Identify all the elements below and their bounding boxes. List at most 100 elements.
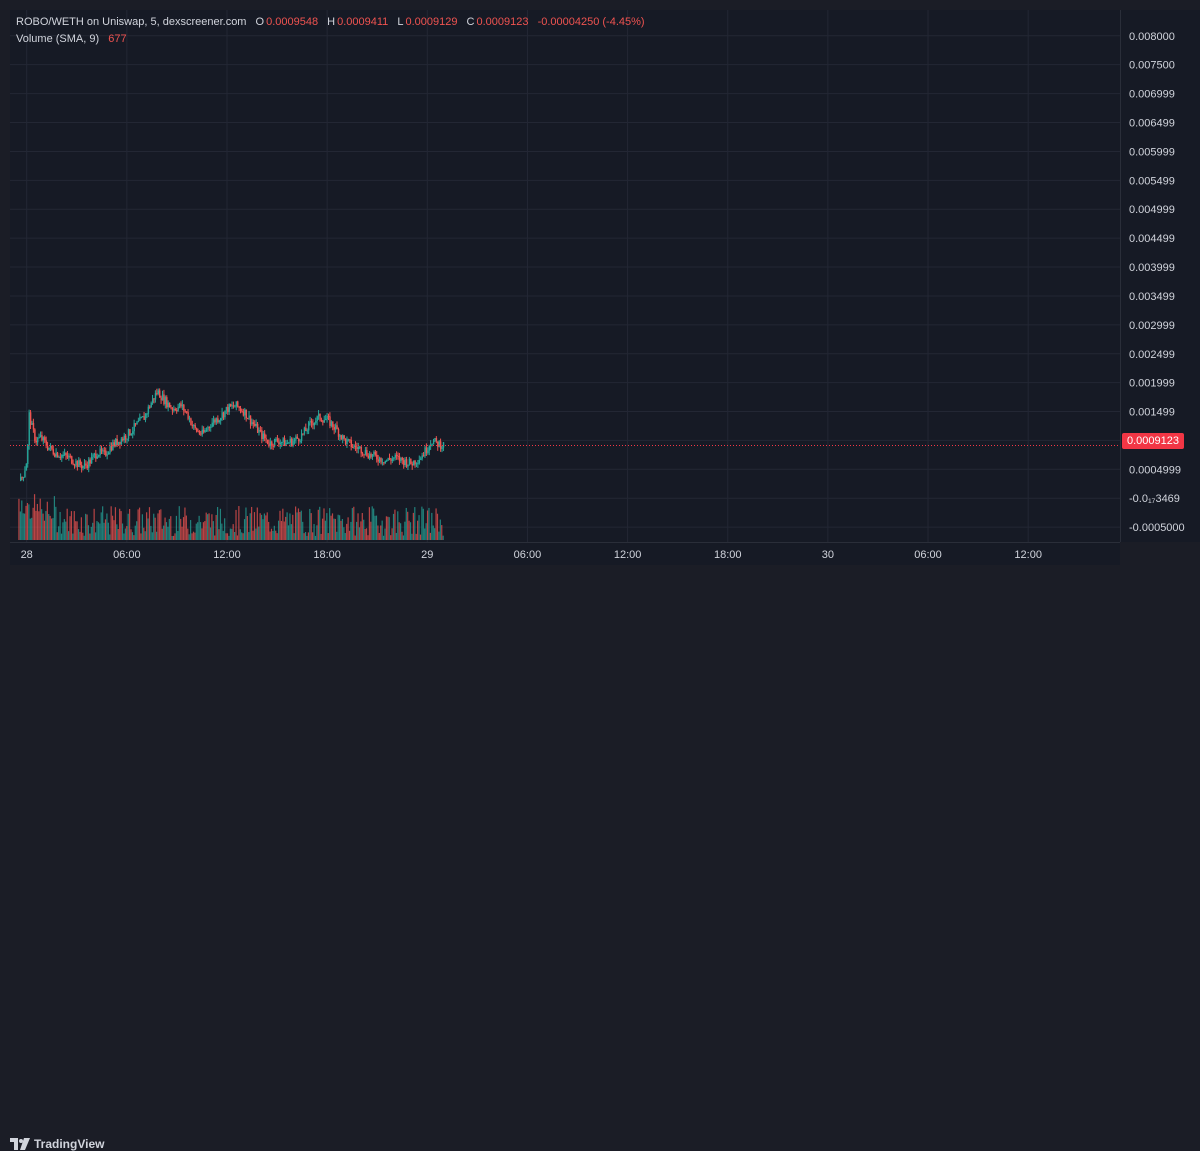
volume-bar <box>231 528 233 540</box>
volume-bar <box>408 520 410 540</box>
candle-body <box>411 463 414 466</box>
candle-body <box>357 447 360 450</box>
volume-bar <box>215 514 217 540</box>
candle-body <box>266 439 269 444</box>
volume-bar <box>338 515 341 540</box>
volume-bar <box>36 503 38 540</box>
volume-bar <box>110 506 112 540</box>
volume-bar <box>197 522 199 540</box>
volume-bar <box>103 522 105 540</box>
candle-body <box>312 423 314 426</box>
candle-body <box>44 437 46 441</box>
candle-body <box>198 431 201 434</box>
price-chart-svg[interactable] <box>10 10 1120 542</box>
candle-body <box>377 459 379 462</box>
close-value: 0.0009123 <box>476 16 529 28</box>
volume-bar <box>48 514 50 540</box>
price-tick-label: 0.002499 <box>1129 349 1175 361</box>
volume-bar <box>224 518 226 540</box>
volume-bar <box>205 512 207 540</box>
volume-bar <box>170 516 172 540</box>
volume-bar <box>401 531 403 540</box>
candle-body <box>408 458 411 465</box>
candle-body <box>72 463 74 465</box>
price-tick-label: 0.002999 <box>1129 320 1175 332</box>
candle-body <box>350 440 352 448</box>
candle-body <box>134 423 137 425</box>
footer-bar: TradingView <box>0 566 1200 1151</box>
volume-bar <box>402 535 405 540</box>
candle-body <box>193 425 195 427</box>
candle-body <box>320 419 323 422</box>
volume-bar <box>24 513 26 540</box>
volume-bar <box>180 518 182 540</box>
candle-body <box>69 455 72 457</box>
open-label: O <box>255 16 265 28</box>
candle-body <box>352 447 354 449</box>
candle-body <box>212 419 215 423</box>
volume-bar <box>172 535 175 540</box>
change-value: -0.00004250 (-4.45%) <box>537 16 645 28</box>
volume-bar <box>400 523 402 540</box>
volume-bar <box>333 518 335 540</box>
volume-bar <box>432 525 434 540</box>
candle-body <box>317 413 320 417</box>
high-value: 0.0009411 <box>337 16 389 28</box>
candle-body <box>100 448 103 452</box>
volume-bar <box>87 525 90 540</box>
volume-bar <box>59 511 61 540</box>
candle-body <box>356 447 358 450</box>
volume-bar <box>43 520 46 540</box>
volume-bar <box>287 525 290 540</box>
candle-body <box>391 458 394 461</box>
candle-body <box>245 409 248 419</box>
volume-bar <box>438 531 440 540</box>
candle-body <box>51 445 53 450</box>
candle-body <box>295 436 297 440</box>
candle-body <box>181 404 184 407</box>
volume-bar <box>202 522 204 540</box>
candle-body <box>417 463 419 465</box>
price-axis[interactable]: 0.008000 0.007500 0.006999 0.006499 0.005999… <box>1120 10 1200 542</box>
volume-bar <box>188 534 190 540</box>
time-axis[interactable]: 28 06:00 12:00 18:00 29 06:00 12:00 18:00 30 06:0… <box>10 542 1120 565</box>
price-chart-pane[interactable] <box>10 10 1120 542</box>
symbol-title[interactable]: ROBO/WETH on Uniswap, 5, dexscreener.com <box>16 16 247 28</box>
volume-bar <box>33 494 36 540</box>
volume-bar <box>269 531 271 540</box>
candle-body <box>73 464 76 466</box>
candle-body <box>22 477 25 479</box>
time-tick-label: 12:00 <box>213 549 241 561</box>
volume-bar <box>146 512 148 540</box>
candle-body <box>256 423 259 433</box>
volume-bar <box>77 529 80 540</box>
volume-bar <box>62 522 64 540</box>
candle-body <box>316 416 318 422</box>
tradingview-logo[interactable]: TradingView <box>10 1137 104 1151</box>
volume-bar <box>241 532 243 540</box>
volume-label[interactable]: Volume (SMA, 9) <box>16 33 100 45</box>
time-tick-label: 06:00 <box>914 549 942 561</box>
volume-bar <box>356 521 358 540</box>
price-tick-label: 0.0004999 <box>1129 464 1181 476</box>
candle-body <box>229 404 232 407</box>
candle-body <box>414 460 416 465</box>
volume-bar <box>85 513 87 540</box>
chart-window: ROBO/WETH on Uniswap, 5, dexscreener.com… <box>0 10 1200 1151</box>
volume-bar <box>417 520 419 540</box>
volume-bar <box>167 526 169 540</box>
candle-body <box>215 418 218 423</box>
candle-body <box>405 459 408 467</box>
volume-bar <box>168 518 170 540</box>
volume-bar <box>259 513 261 540</box>
volume-bar <box>116 524 118 540</box>
candle-body <box>76 461 79 467</box>
candle-body <box>136 421 138 425</box>
candle-body <box>146 413 148 415</box>
volume-bar <box>133 535 135 540</box>
volume-bar <box>252 530 254 540</box>
candle-body <box>68 455 70 458</box>
volume-bar <box>409 522 412 540</box>
candle-body <box>48 447 50 450</box>
volume-bar <box>297 508 300 540</box>
